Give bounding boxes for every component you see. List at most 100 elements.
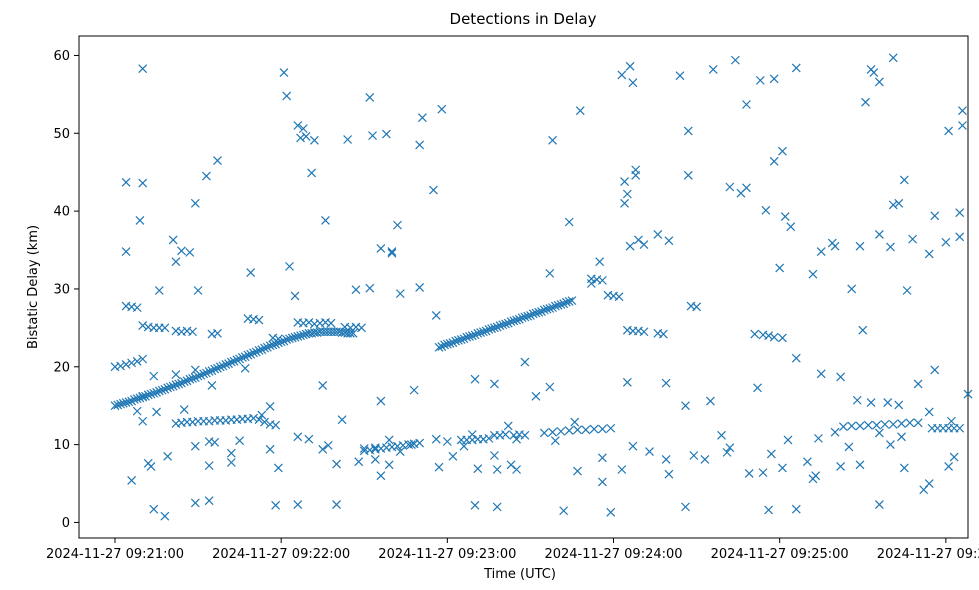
- data-point-marker: [664, 236, 674, 246]
- data-point-marker: [163, 451, 173, 461]
- data-point-marker: [894, 400, 904, 410]
- data-point-marker: [121, 360, 131, 369]
- data-point-marker: [476, 328, 485, 337]
- data-point-marker: [930, 211, 940, 221]
- data-point-marker: [492, 502, 502, 512]
- data-point-marker: [683, 126, 693, 136]
- data-point-marker: [836, 372, 846, 382]
- data-point-marker: [949, 452, 959, 462]
- data-point-marker: [963, 389, 973, 399]
- data-point-marker: [595, 257, 605, 267]
- data-point-marker: [664, 469, 674, 479]
- data-point-marker: [883, 398, 893, 408]
- data-point-marker: [545, 268, 555, 278]
- data-point-marker: [550, 301, 560, 311]
- data-point-marker: [946, 416, 956, 426]
- data-point-marker: [406, 440, 416, 450]
- data-point-marker: [365, 283, 375, 293]
- x-tick-label: 2024-11-27 09:24:00: [544, 547, 682, 562]
- data-point-marker: [163, 383, 173, 393]
- data-point-marker: [681, 401, 690, 411]
- data-point-marker: [899, 463, 909, 473]
- data-point-marker: [514, 314, 524, 324]
- data-point-marker: [886, 242, 895, 252]
- data-point-marker: [260, 343, 269, 353]
- data-point-marker: [395, 447, 405, 457]
- data-point-marker: [293, 432, 303, 442]
- data-point-marker: [146, 389, 156, 399]
- data-point-marker: [448, 338, 458, 348]
- x-tick-label: 2024-11-27 09:26:00: [877, 547, 979, 562]
- data-point-marker: [492, 465, 502, 474]
- data-point-marker: [296, 331, 305, 341]
- data-point-marker: [343, 135, 353, 144]
- data-point-marker: [866, 398, 876, 408]
- data-point-marker: [370, 454, 380, 464]
- data-point-marker: [802, 457, 812, 467]
- data-point-marker: [897, 432, 906, 442]
- data-point-marker: [459, 334, 469, 344]
- data-point-marker: [116, 361, 125, 371]
- data-point-marker: [204, 496, 214, 506]
- data-point-marker: [370, 443, 380, 453]
- data-points: [110, 53, 973, 521]
- data-point-marker: [387, 248, 397, 258]
- data-point-marker: [376, 244, 386, 253]
- data-point-marker: [442, 437, 452, 446]
- data-point-marker: [121, 177, 131, 187]
- data-point-marker: [237, 353, 247, 362]
- data-point-marker: [132, 303, 142, 313]
- data-point-marker: [138, 321, 148, 330]
- data-point-marker: [575, 106, 585, 116]
- data-point-marker: [207, 381, 217, 390]
- data-point-marker: [138, 354, 148, 364]
- data-point-marker: [185, 374, 195, 384]
- data-point-marker: [171, 370, 181, 379]
- data-point-marker: [235, 436, 245, 446]
- data-point-marker: [941, 237, 951, 247]
- data-point-marker: [617, 70, 627, 80]
- data-point-marker: [531, 308, 541, 318]
- data-point-marker: [271, 420, 281, 430]
- data-point-marker: [226, 458, 236, 467]
- data-point-marker: [332, 500, 341, 509]
- data-point-marker: [744, 468, 754, 478]
- data-point-marker: [545, 382, 555, 392]
- data-point-marker: [381, 129, 391, 139]
- x-tick-label: 2024-11-27 09:21:00: [46, 547, 184, 562]
- data-point-marker: [473, 464, 483, 474]
- data-point-marker: [683, 170, 693, 180]
- data-point-marker: [318, 381, 328, 390]
- data-point-marker: [332, 459, 341, 469]
- data-point-marker: [570, 417, 580, 427]
- data-point-marker: [742, 100, 751, 109]
- data-point-marker: [675, 71, 685, 81]
- data-point-marker: [852, 395, 862, 405]
- data-point-marker: [528, 309, 538, 319]
- data-point-marker: [512, 465, 522, 474]
- data-point-marker: [190, 365, 200, 375]
- data-point-marker: [415, 140, 425, 150]
- data-point-marker: [484, 324, 494, 334]
- data-point-marker: [717, 430, 726, 440]
- y-tick-label: 10: [53, 438, 70, 453]
- data-point-marker: [359, 444, 369, 453]
- data-point-marker: [127, 396, 137, 406]
- data-point-marker: [520, 430, 530, 440]
- data-point-marker: [445, 339, 455, 348]
- data-point-marker: [190, 373, 200, 383]
- data-point-marker: [886, 440, 895, 450]
- y-tick-label: 20: [53, 360, 70, 375]
- data-point-marker: [226, 357, 236, 367]
- data-point-marker: [769, 332, 779, 342]
- data-point-marker: [769, 74, 779, 84]
- data-point-marker: [844, 442, 854, 452]
- data-point-marker: [240, 352, 250, 362]
- data-point-marker: [254, 346, 264, 355]
- data-point-marker: [456, 335, 466, 344]
- data-point-marker: [750, 329, 760, 339]
- data-point-marker: [847, 284, 857, 294]
- data-point-marker: [185, 247, 195, 257]
- data-point-marker: [639, 240, 649, 250]
- data-point-marker: [293, 500, 303, 509]
